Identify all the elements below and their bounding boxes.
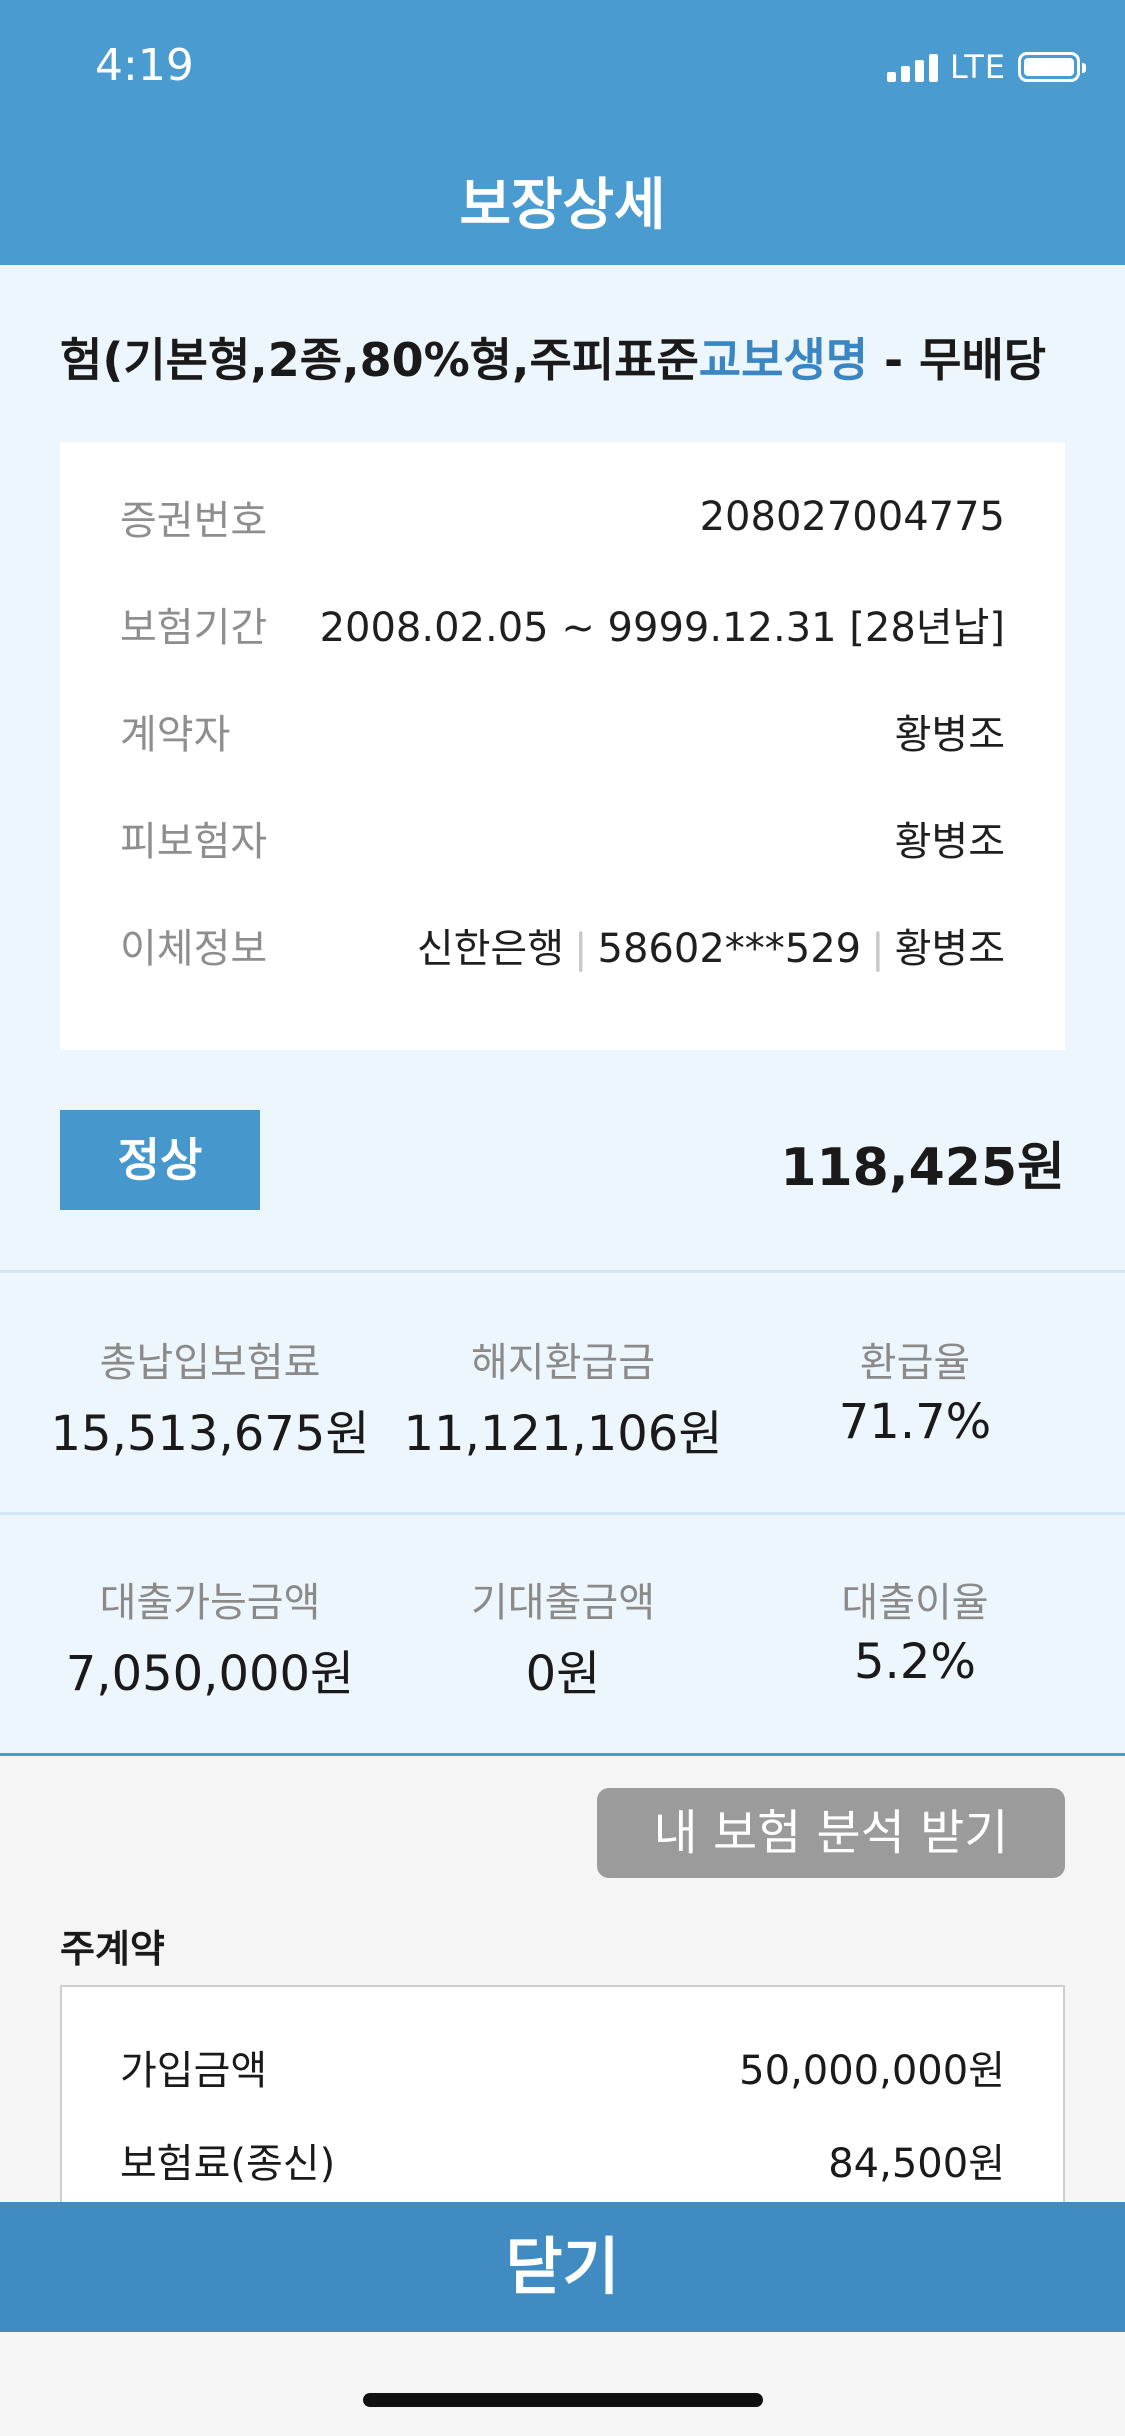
row-label: 보험료(종신) bbox=[120, 2141, 336, 2187]
info-row-insured: 피보험자 황병조 bbox=[120, 808, 1005, 868]
row-value: 50,000,000원 bbox=[739, 2048, 1005, 2094]
monthly-premium: 118,425원 bbox=[780, 1138, 1065, 1198]
divider bbox=[0, 1270, 1125, 1273]
network-type: LTE bbox=[949, 48, 1006, 86]
info-label: 증권번호 bbox=[120, 498, 268, 544]
stat-value: 11,121,106원 bbox=[403, 1406, 723, 1462]
main-contract-row: 보험료(종신) 84,500원 bbox=[120, 2130, 1005, 2190]
stat-value: 15,513,675원 bbox=[50, 1406, 370, 1462]
separator: | bbox=[871, 926, 885, 972]
info-value: 2008.02.05 ~ 9999.12.31 [28년납] bbox=[319, 605, 1005, 651]
stat-label: 해지환급금 bbox=[471, 1340, 655, 1386]
stat-label: 대출가능금액 bbox=[99, 1580, 321, 1626]
close-button[interactable]: 닫기 bbox=[0, 2202, 1125, 2332]
info-label: 이체정보 bbox=[120, 926, 268, 972]
stat-existing-loan: 기대출금액 0원 bbox=[383, 1570, 743, 1704]
divider bbox=[0, 1512, 1125, 1515]
info-value: 황병조 bbox=[894, 819, 1005, 865]
row-label: 가입금액 bbox=[120, 2048, 268, 2094]
separator: | bbox=[574, 926, 588, 972]
product-name-tail: - 무배당 bbox=[868, 333, 1047, 387]
stat-value: 71.7% bbox=[838, 1394, 992, 1450]
info-row-period: 보험기간 2008.02.05 ~ 9999.12.31 [28년납] bbox=[120, 594, 1005, 654]
policy-info-card: 증권번호 208027004775 보험기간 2008.02.05 ~ 9999… bbox=[60, 442, 1065, 1050]
stat-value: 0원 bbox=[525, 1646, 601, 1702]
section-title-main-contract: 주계약 bbox=[60, 1927, 165, 1971]
stat-label: 환급율 bbox=[859, 1340, 971, 1386]
battery-icon bbox=[1018, 52, 1086, 82]
info-row-contractor: 계약자 황병조 bbox=[120, 701, 1005, 761]
row-value: 84,500원 bbox=[828, 2141, 1005, 2187]
stat-loan-available: 대출가능금액 7,050,000원 bbox=[30, 1570, 390, 1704]
stat-label: 대출이율 bbox=[841, 1580, 989, 1626]
home-indicator[interactable] bbox=[363, 2393, 763, 2407]
info-value: 황병조 bbox=[894, 712, 1005, 758]
main-contract-row: 가입금액 50,000,000원 bbox=[120, 2037, 1005, 2097]
stat-value: 7,050,000원 bbox=[65, 1646, 355, 1702]
info-row-policy-number: 증권번호 208027004775 bbox=[120, 487, 1005, 547]
stat-label: 기대출금액 bbox=[471, 1580, 655, 1626]
info-row-transfer: 이체정보 신한은행 | 58602***529 | 황병조 bbox=[120, 915, 1005, 975]
stat-value: 5.2% bbox=[854, 1634, 976, 1690]
insurance-analysis-button[interactable]: 내 보험 분석 받기 bbox=[597, 1788, 1065, 1878]
info-label: 계약자 bbox=[120, 712, 231, 758]
bank-name: 신한은행 bbox=[416, 926, 565, 972]
main-contract-card: 가입금액 50,000,000원 보험료(종신) 84,500원 bbox=[60, 1985, 1065, 2245]
page-title: 보장상세 bbox=[459, 173, 666, 238]
product-name: 험(기본형,2종,80%형,주피표준교보생명 - 무배당 bbox=[60, 325, 1065, 395]
stat-total-paid: 총납입보험료 15,513,675원 bbox=[30, 1330, 390, 1464]
account-holder: 황병조 bbox=[894, 926, 1005, 972]
product-name-main: 험(기본형,2종,80%형,주피표준 bbox=[60, 333, 699, 387]
info-label: 피보험자 bbox=[120, 819, 268, 865]
stat-surrender-value: 해지환급금 11,121,106원 bbox=[383, 1330, 743, 1464]
signal-icon bbox=[886, 52, 938, 82]
insurer-name: 교보생명 bbox=[698, 333, 869, 387]
header: 4:19 LTE 보장상세 bbox=[0, 0, 1125, 265]
stat-refund-rate: 환급율 71.7% bbox=[735, 1330, 1095, 1450]
info-label: 보험기간 bbox=[120, 605, 268, 651]
account-number: 58602***529 bbox=[597, 926, 862, 972]
stat-loan-rate: 대출이율 5.2% bbox=[735, 1570, 1095, 1690]
stat-label: 총납입보험료 bbox=[99, 1340, 321, 1386]
status-badge: 정상 bbox=[60, 1110, 260, 1210]
info-value: 신한은행 | 58602***529 | 황병조 bbox=[417, 916, 1005, 974]
info-value: 208027004775 bbox=[699, 494, 1005, 540]
status-indicators: LTE bbox=[886, 48, 1086, 86]
divider bbox=[0, 1753, 1125, 1756]
status-time: 4:19 bbox=[95, 40, 194, 91]
